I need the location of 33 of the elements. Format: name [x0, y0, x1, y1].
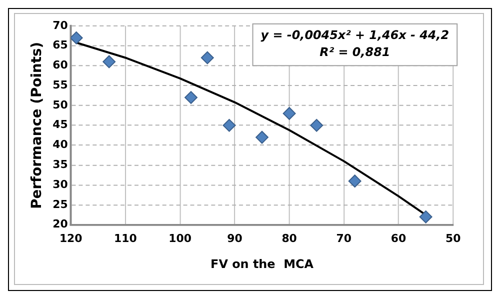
x-axis-title: FV on the MCA: [210, 257, 314, 272]
y-tick-label: 55: [52, 78, 68, 92]
y-tick-label: 20: [52, 218, 68, 231]
point: [102, 55, 116, 68]
y-tick-label: 30: [52, 178, 68, 191]
annotation: R² = 0,881: [320, 44, 390, 59]
point: [222, 118, 236, 132]
point: [282, 106, 296, 120]
x-tick-label: 90: [227, 232, 243, 246]
y-tick-label: 45: [52, 118, 68, 132]
y-axis-title: Performance (Points): [28, 42, 45, 209]
y-tick-label: 35: [52, 158, 68, 171]
point: [419, 210, 432, 224]
point: [310, 118, 324, 132]
y-tick-label: 40: [52, 138, 68, 152]
point: [70, 31, 83, 44]
y-tick-label: 65: [52, 38, 68, 52]
x-tick-label: 80: [282, 232, 298, 246]
x-tick-label: 60: [390, 232, 407, 246]
y-tick-label: 50: [52, 98, 68, 112]
point: [200, 51, 214, 64]
point: [256, 130, 268, 144]
point: [348, 174, 362, 188]
x-tick-label: 120: [59, 232, 83, 246]
y-tick-label: 25: [52, 198, 68, 211]
y-tick-label: 60: [52, 58, 68, 72]
x-tick-label: 50: [446, 232, 462, 246]
y-tick-label: 70: [52, 18, 68, 32]
annotation: y = -0,0045x² + 1,46x - 44,2: [260, 28, 450, 42]
x-tick-label: 100: [168, 232, 192, 246]
x-tick-label: 110: [114, 232, 138, 246]
x-tick-label: 70: [336, 232, 352, 246]
point: [184, 91, 198, 104]
